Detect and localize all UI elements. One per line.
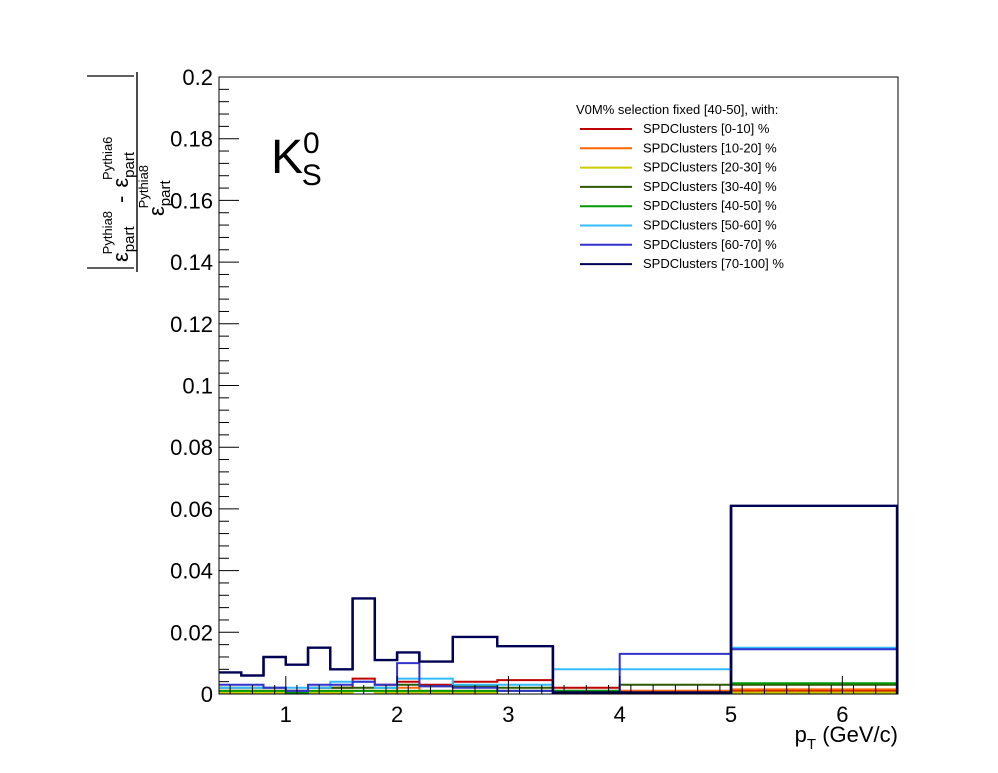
data-layer (219, 504, 899, 694)
x-tick-label: 5 (725, 702, 737, 727)
particle-annotation: K0 S (271, 127, 322, 192)
y-axis: 0 0.02 0.04 0.06 0.08 0.1 0.12 0.14 0.16 0.18 0.2 (170, 65, 239, 707)
x-tick-label: 1 (280, 702, 292, 727)
y-tick-label: 0.08 (170, 435, 213, 460)
legend-entry: SPDClusters [0-10] % (643, 121, 770, 136)
legend-entry: SPDClusters [30-40] % (643, 179, 777, 194)
legend-entry: SPDClusters [20-30] % (643, 160, 777, 175)
series-line (219, 646, 898, 689)
y-tick-label: 0.12 (170, 312, 213, 337)
y-tick-label: 0.02 (170, 620, 213, 645)
legend: V0M% selection fixed [40-50], with: SPDC… (576, 102, 784, 271)
legend-entry: SPDClusters [50-60] % (643, 218, 777, 233)
y-tick-label: 0.04 (170, 559, 213, 584)
y-tick-label: 0.2 (182, 65, 213, 90)
x-axis: 1 2 3 4 5 6 (229, 676, 899, 727)
x-axis-title: pT (GeV/c) (795, 722, 898, 753)
legend-entry: SPDClusters [60-70] % (643, 237, 777, 252)
legend-entry: SPDClusters [40-50] % (643, 198, 777, 213)
x-tick-label: 2 (391, 702, 403, 727)
particle-superscript: 0 (303, 127, 320, 160)
svg-text:εpartPythia8: εpartPythia8 (136, 165, 174, 216)
series-line (219, 504, 898, 694)
legend-entry: SPDClusters [10-20] % (643, 140, 777, 155)
legend-entry: SPDClusters [70-100] % (643, 256, 784, 271)
particle-symbol: K (271, 131, 303, 184)
series-line (219, 648, 898, 694)
y-tick-label: 0.16 (170, 188, 213, 213)
x-tick-label: 4 (614, 702, 626, 727)
y-tick-label: 0.18 (170, 127, 213, 152)
x-tick-label: 3 (502, 702, 514, 727)
y-tick-label: 0.06 (170, 497, 213, 522)
y-tick-label: 0.1 (182, 374, 213, 399)
y-axis-title: εpartPythia8-εpartPythia6 εpartPythia8 (87, 72, 174, 272)
x-tick-label: 6 (836, 702, 848, 727)
particle-subscript: S (302, 159, 322, 192)
y-tick-label: 0.14 (170, 250, 213, 275)
svg-text:εpartPythia8-εpartPythia6: εpartPythia8-εpartPythia6 (100, 137, 138, 262)
legend-header: V0M% selection fixed [40-50], with: (576, 102, 778, 117)
y-tick-label: 0 (201, 682, 213, 707)
